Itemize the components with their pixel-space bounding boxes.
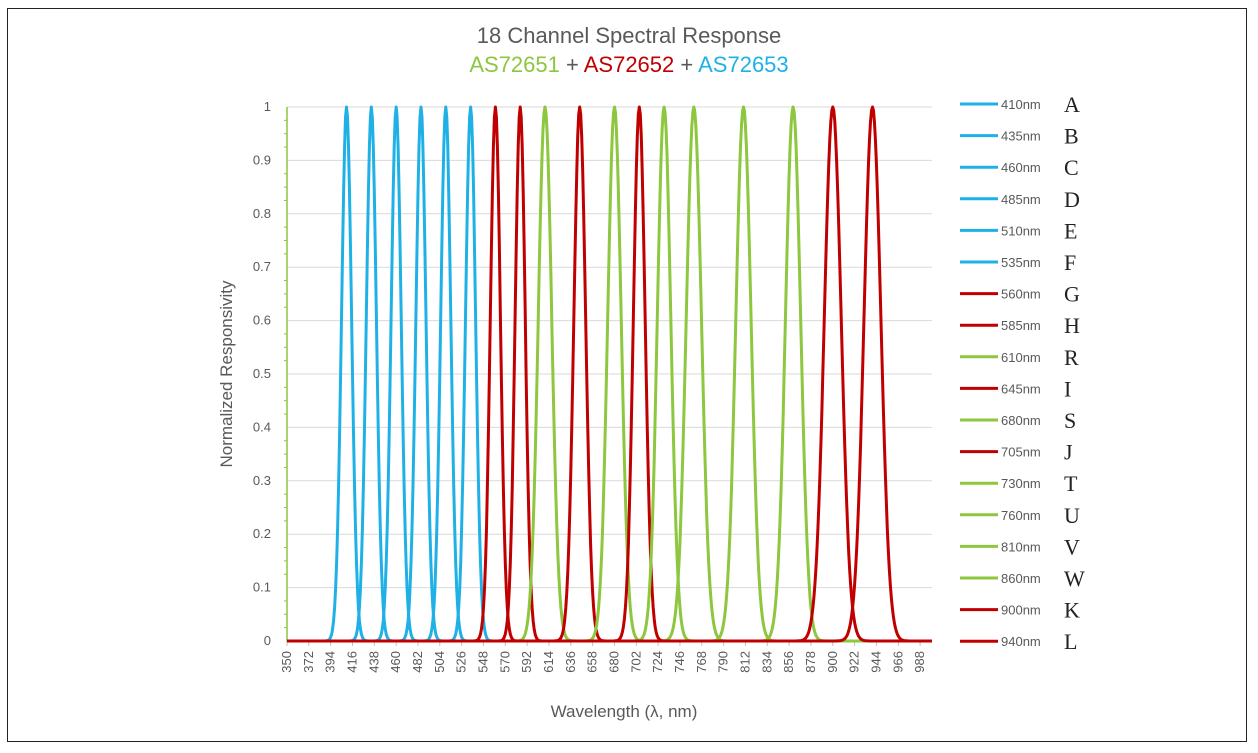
y-tick-label-0: 0 <box>264 633 271 648</box>
x-tick-label-14: 658 <box>585 651 600 673</box>
y-tick-label-3: 0.3 <box>253 473 271 488</box>
legend-letter-H: H <box>1064 313 1080 338</box>
legend-letter-L: L <box>1064 629 1077 654</box>
x-tick-label-24: 878 <box>803 651 818 673</box>
x-tick-label-26: 922 <box>847 651 862 673</box>
subtitle-plus-1: + <box>559 52 584 77</box>
chart-title-block: 18 Channel Spectral Response AS72651 + A… <box>0 22 1258 80</box>
x-tick-label-11: 592 <box>519 651 534 673</box>
x-tick-label-10: 570 <box>497 651 512 673</box>
legend-letter-R: R <box>1064 345 1079 370</box>
legend-letter-S: S <box>1064 408 1076 433</box>
legend-label-705nm: 705nm <box>1001 445 1041 460</box>
legend-label-585nm: 585nm <box>1001 318 1041 333</box>
x-tick-label-6: 482 <box>410 651 425 673</box>
legend-label-535nm: 535nm <box>1001 255 1041 270</box>
legend-letter-B: B <box>1064 124 1079 149</box>
x-tick-label-20: 790 <box>716 651 731 673</box>
x-tick-label-23: 856 <box>781 651 796 673</box>
x-tick-label-25: 900 <box>825 651 840 673</box>
x-tick-label-2: 394 <box>323 651 338 673</box>
y-tick-label-1: 0.1 <box>253 580 271 595</box>
legend-letter-G: G <box>1064 282 1080 307</box>
legend-letter-D: D <box>1064 187 1080 212</box>
chart-subtitle: AS72651 + AS72652 + AS72653 <box>0 50 1258 80</box>
legend-letter-F: F <box>1064 250 1076 275</box>
legend: 410nm A 435nm B 460nm C 485nm D 510nm E 535nm F 560n… <box>960 92 1085 654</box>
x-tick-label-5: 460 <box>388 651 403 673</box>
x-tick-label-3: 416 <box>344 651 359 673</box>
legend-letter-C: C <box>1064 155 1079 180</box>
legend-letter-E: E <box>1064 218 1077 243</box>
x-tick-label-15: 680 <box>606 651 621 673</box>
legend-label-760nm: 760nm <box>1001 508 1041 523</box>
y-axis-ticks: 0 0.1 0.2 0.3 0.4 0.5 0.6 0.7 0.8 0.9 1 <box>253 99 271 648</box>
legend-label-645nm: 645nm <box>1001 381 1041 396</box>
y-axis-label: Normalized Responsivity <box>217 280 236 468</box>
legend-letter-A: A <box>1064 92 1080 117</box>
legend-label-410nm: 410nm <box>1001 97 1041 112</box>
y-tick-label-2: 0.2 <box>253 526 271 541</box>
x-tick-label-22: 834 <box>759 651 774 673</box>
x-tick-label-13: 636 <box>563 651 578 673</box>
subtitle-part-as72652: AS72652 <box>583 52 675 77</box>
legend-label-460nm: 460nm <box>1001 160 1041 175</box>
series-curves <box>286 105 933 643</box>
legend-label-510nm: 510nm <box>1001 223 1041 238</box>
figure-frame <box>7 8 1247 742</box>
x-tick-label-1: 372 <box>301 651 316 673</box>
subtitle-part-as72651: AS72651 <box>469 52 560 77</box>
subtitle-part-as72653: AS72653 <box>698 52 789 77</box>
x-tick-label-18: 746 <box>672 651 687 673</box>
x-tick-label-7: 504 <box>432 651 447 673</box>
legend-letter-I: I <box>1064 376 1071 401</box>
x-axis-ticks: 350 372 394 416 438 460 482 504 526 548 570 592 614 6… <box>279 651 927 673</box>
y-tick-label-7: 0.7 <box>253 259 271 274</box>
y-tick-label-4: 0.4 <box>253 419 271 434</box>
y-tick-label-5: 0.5 <box>253 366 271 381</box>
legend-label-560nm: 560nm <box>1001 287 1041 302</box>
x-tick-label-12: 614 <box>541 651 556 673</box>
legend-label-940nm: 940nm <box>1001 634 1041 649</box>
x-tick-label-16: 702 <box>628 651 643 673</box>
chart-title: 18 Channel Spectral Response <box>476 23 782 48</box>
x-tick-label-29: 988 <box>912 651 927 673</box>
legend-letter-K: K <box>1064 598 1080 623</box>
legend-label-900nm: 900nm <box>1001 603 1041 618</box>
x-tick-label-9: 548 <box>475 651 490 673</box>
legend-label-435nm: 435nm <box>1001 129 1041 144</box>
legend-label-860nm: 860nm <box>1001 571 1041 586</box>
series-line-940nm <box>286 105 933 643</box>
legend-letter-J: J <box>1064 440 1073 465</box>
legend-label-810nm: 810nm <box>1001 539 1041 554</box>
x-tick-label-19: 768 <box>694 651 709 673</box>
x-tick-label-4: 438 <box>366 651 381 673</box>
legend-label-485nm: 485nm <box>1001 192 1041 207</box>
x-tick-label-28: 966 <box>890 651 905 673</box>
legend-label-680nm: 680nm <box>1001 413 1041 428</box>
y-tick-label-9: 0.9 <box>253 152 271 167</box>
legend-letter-W: W <box>1064 566 1085 591</box>
x-axis-label: Wavelength (λ, nm) <box>551 702 698 721</box>
subtitle-plus-2: + <box>674 52 699 77</box>
x-tick-label-0: 350 <box>279 651 294 673</box>
y-tick-label-8: 0.8 <box>253 206 271 221</box>
y-tick-label-10: 1 <box>264 99 271 114</box>
legend-letter-V: V <box>1064 534 1080 559</box>
x-tick-label-8: 526 <box>454 651 469 673</box>
legend-label-730nm: 730nm <box>1001 476 1041 491</box>
legend-letter-U: U <box>1064 503 1080 528</box>
x-tick-label-27: 944 <box>868 651 883 673</box>
x-tick-label-21: 812 <box>737 651 752 673</box>
y-tick-label-6: 0.6 <box>253 313 271 328</box>
legend-letter-T: T <box>1064 471 1078 496</box>
legend-label-610nm: 610nm <box>1001 350 1041 365</box>
x-tick-label-17: 724 <box>650 651 665 673</box>
